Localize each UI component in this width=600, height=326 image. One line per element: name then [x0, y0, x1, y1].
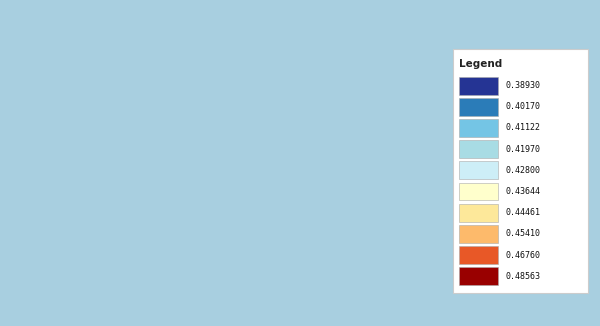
Text: 0.42800: 0.42800	[505, 166, 540, 175]
Text: 0.41122: 0.41122	[505, 124, 540, 132]
Bar	[459, 77, 498, 95]
Bar	[459, 98, 498, 116]
Bar	[459, 225, 498, 243]
Bar	[459, 140, 498, 158]
Text: 0.46760: 0.46760	[505, 251, 540, 259]
Bar	[459, 204, 498, 222]
Text: 0.48563: 0.48563	[505, 272, 540, 281]
Text: 0.44461: 0.44461	[505, 208, 540, 217]
Text: 0.45410: 0.45410	[505, 230, 540, 238]
Text: 0.41970: 0.41970	[505, 145, 540, 154]
FancyBboxPatch shape	[453, 49, 588, 293]
Bar	[459, 119, 498, 137]
Text: 0.40170: 0.40170	[505, 102, 540, 111]
Bar	[459, 246, 498, 264]
Bar	[459, 267, 498, 285]
Text: Legend: Legend	[459, 59, 502, 69]
Text: 0.43644: 0.43644	[505, 187, 540, 196]
Bar	[459, 183, 498, 200]
Bar	[459, 161, 498, 179]
Text: 0.38930: 0.38930	[505, 81, 540, 90]
